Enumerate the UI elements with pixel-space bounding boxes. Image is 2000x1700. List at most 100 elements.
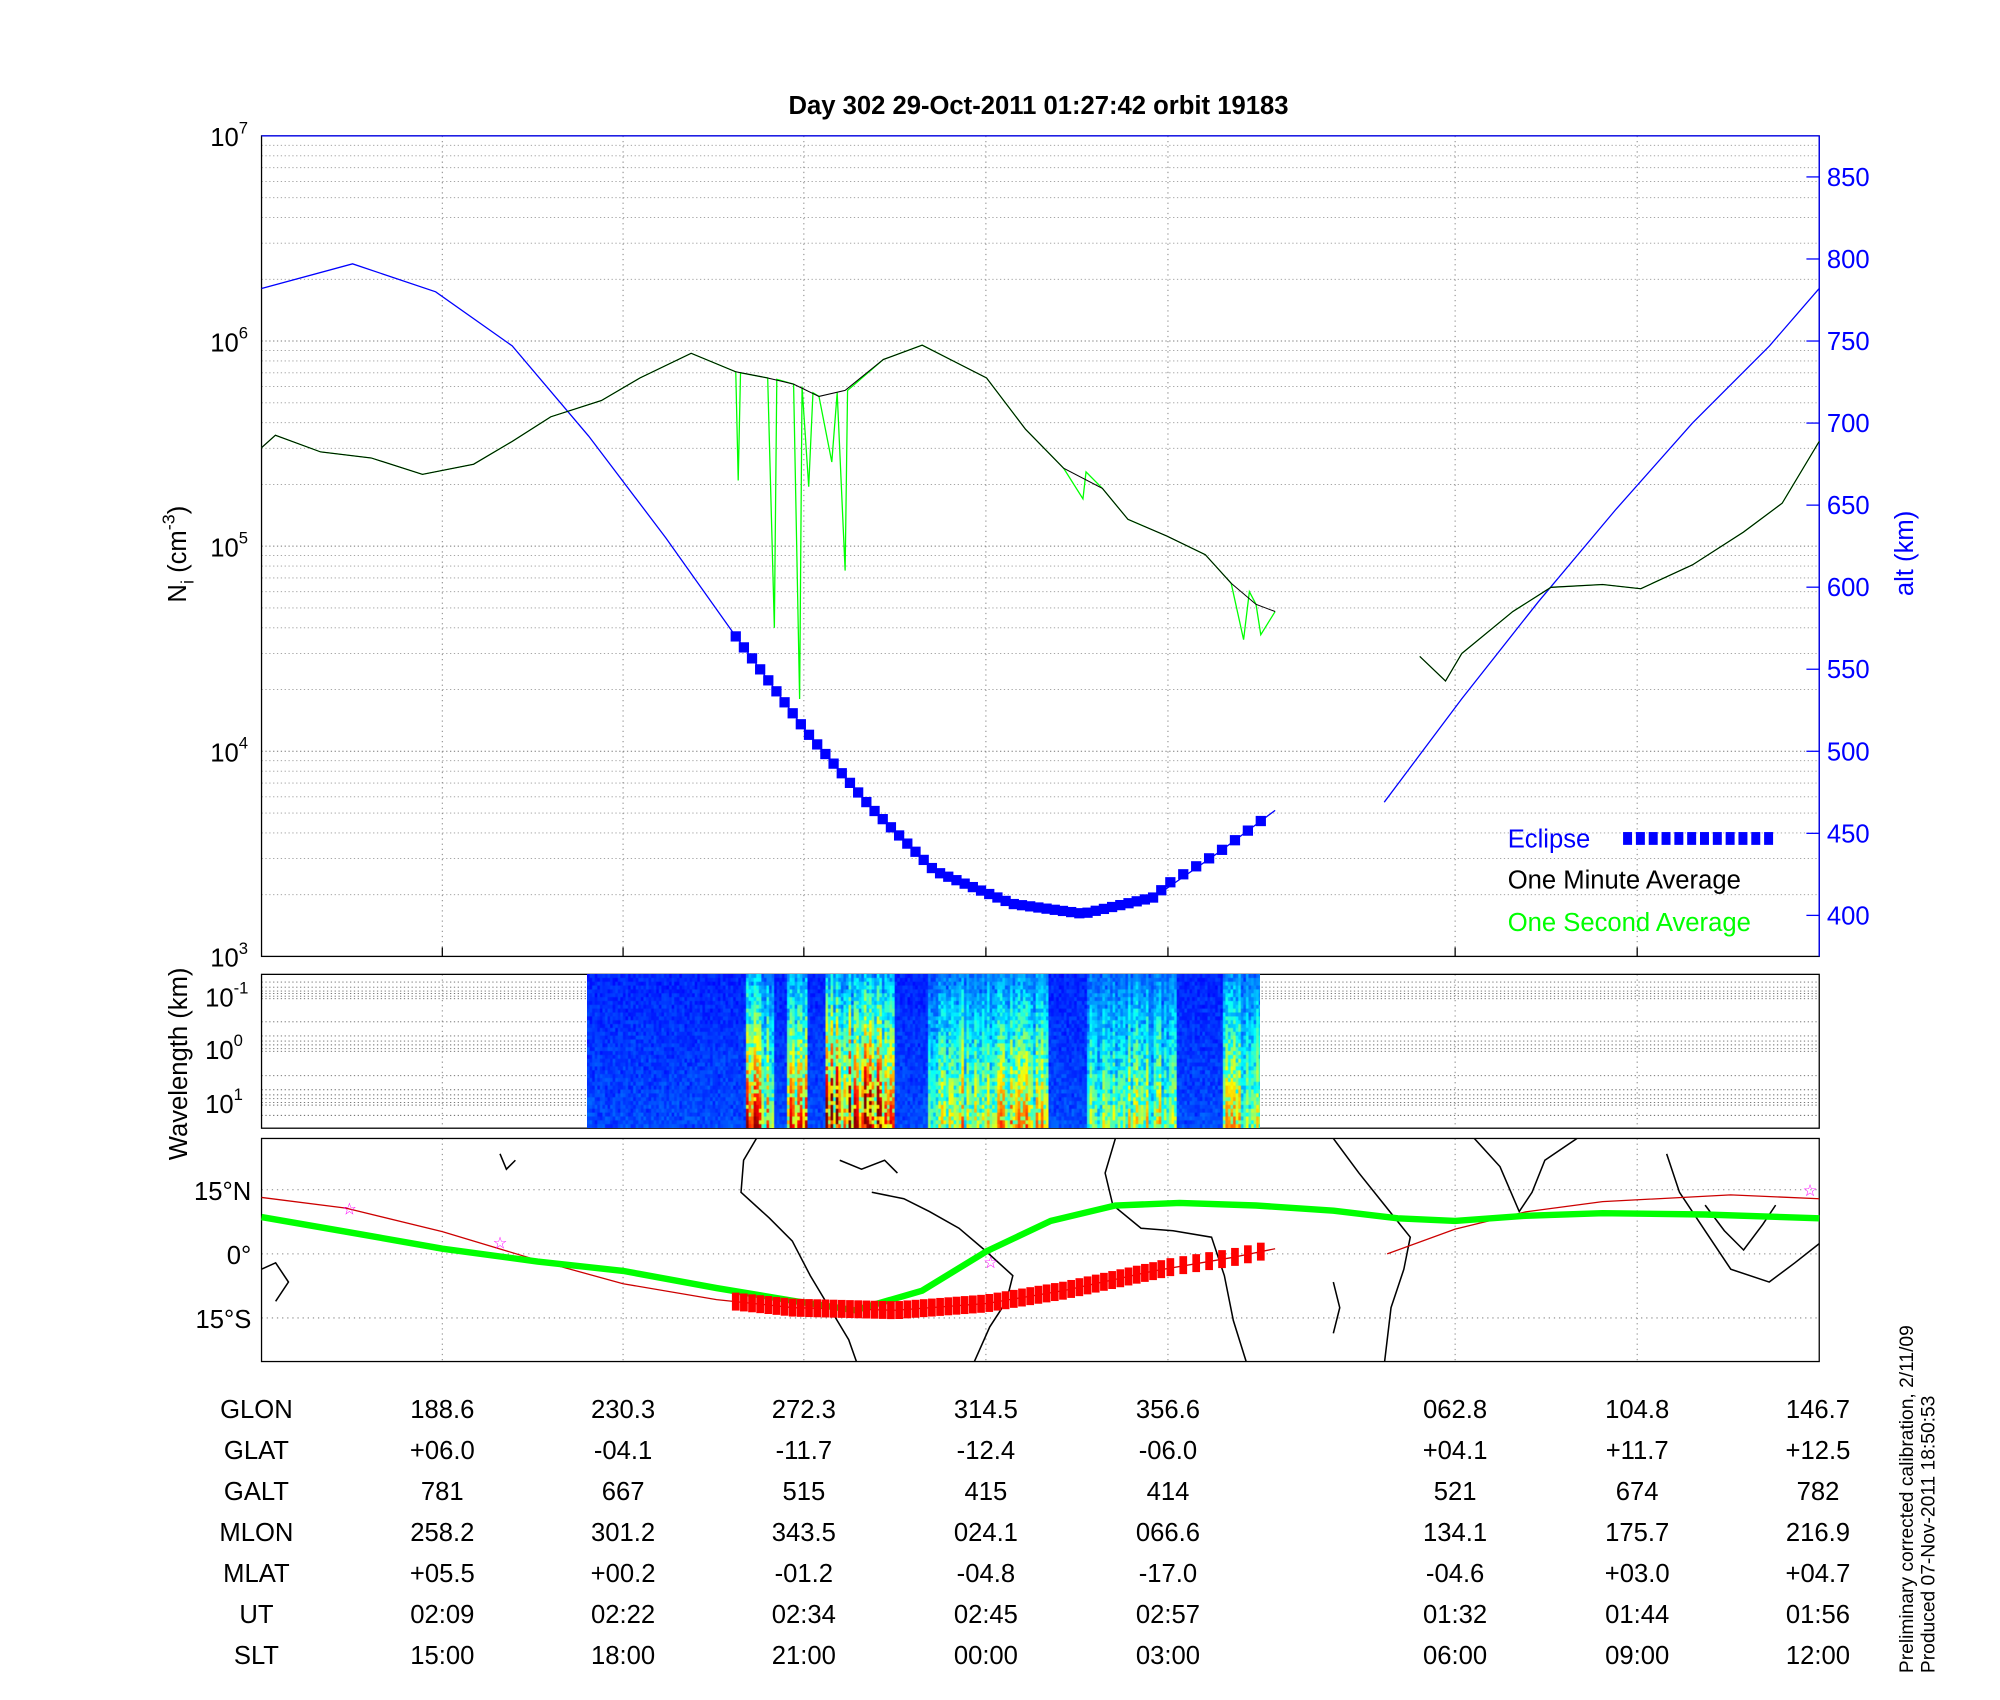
y2-tick-label: 400 <box>1827 902 1870 930</box>
map-eclipse-marker <box>780 1297 789 1316</box>
map-eclipse-marker <box>1050 1283 1059 1302</box>
eclipse-marker <box>1156 885 1167 896</box>
legend-eclipse-marker <box>1700 832 1709 845</box>
table-cell: 515 <box>782 1478 825 1506</box>
table-cell: 01:44 <box>1605 1601 1669 1629</box>
table-cell: +11.7 <box>1606 1437 1669 1465</box>
map-eclipse-marker <box>1218 1250 1226 1269</box>
y-tick-exponent: 4 <box>239 734 248 753</box>
y2-tick-label: 550 <box>1827 656 1870 684</box>
table-cell: -06.0 <box>1139 1437 1197 1465</box>
y-label-unit-exp: -3 <box>158 514 178 530</box>
table-cell: 01:56 <box>1786 1601 1850 1629</box>
one-second-average-line <box>261 344 1276 699</box>
eclipse-marker <box>893 830 905 841</box>
table-row-label: GLON <box>220 1396 293 1424</box>
y-label-sub: i <box>178 580 198 584</box>
table-cell: 12:00 <box>1786 1642 1850 1670</box>
eclipse-marker <box>967 881 978 893</box>
spectrogram-y-label: Wavelength (km) <box>165 968 193 1161</box>
footnote: Preliminary corrected calibration, 2/11/… <box>1897 1325 1940 1673</box>
map-eclipse-marker <box>1026 1287 1035 1306</box>
table-cell: -04.8 <box>957 1560 1015 1588</box>
table-cell: 356.6 <box>1136 1396 1200 1424</box>
map-eclipse-marker <box>887 1301 895 1320</box>
table-cell: -11.7 <box>776 1437 833 1465</box>
table-cell: +12.5 <box>1786 1437 1851 1465</box>
legend-minute-label: One Minute Average <box>1508 866 1741 894</box>
y-label-unit: (cm <box>164 530 192 580</box>
legend-eclipse-marker <box>1751 832 1761 845</box>
eclipse-marker <box>1033 902 1044 913</box>
table-cell: 414 <box>1147 1478 1190 1506</box>
eclipse-marker <box>869 805 880 817</box>
one-minute-average-line <box>1419 441 1820 682</box>
table-cell: 343.5 <box>772 1519 836 1547</box>
footnote-line-1: Preliminary corrected calibration, 2/11/… <box>1897 1325 1918 1673</box>
y-tick-base: 10 <box>210 124 239 152</box>
y-label-unit-close: ) <box>164 506 192 515</box>
eclipse-marker <box>1057 905 1069 917</box>
eclipse-marker <box>975 885 987 896</box>
y2-tick-label: 700 <box>1827 410 1870 438</box>
table-cell: 216.9 <box>1786 1519 1850 1547</box>
table-cell: 314.5 <box>954 1396 1018 1424</box>
map-eclipse-marker <box>1149 1262 1157 1281</box>
map-eclipse-marker <box>740 1293 748 1312</box>
table-cell: 02:34 <box>772 1601 836 1629</box>
legend-eclipse-marker <box>1687 832 1697 845</box>
y-tick-label: 104 <box>210 734 248 768</box>
eclipse-marker <box>1165 877 1176 888</box>
table-cell: 188.6 <box>410 1396 474 1424</box>
coastline <box>1332 1281 1341 1334</box>
eclipse-marker <box>746 653 758 664</box>
y-tick-exponent: 1 <box>234 1085 243 1104</box>
table-cell: 02:22 <box>591 1601 655 1629</box>
legend-eclipse-marker <box>1635 832 1645 845</box>
eclipse-marker <box>820 748 831 760</box>
eclipse-marker <box>902 838 913 849</box>
table-cell: 674 <box>1616 1478 1659 1506</box>
eclipse-marker <box>910 846 921 857</box>
map-lat-label: 15°S <box>195 1306 251 1334</box>
eclipse-marker <box>1203 853 1215 864</box>
map-eclipse-marker <box>928 1298 936 1317</box>
spectrogram-y-tick-label: 10-1 <box>205 979 248 1013</box>
y-tick-base: 10 <box>210 329 239 357</box>
map-eclipse-marker <box>1018 1288 1026 1307</box>
eclipse-marker <box>1041 903 1052 914</box>
table-cell: 272.3 <box>772 1396 836 1424</box>
map-eclipse-marker <box>1009 1289 1018 1308</box>
one-second-average-line <box>1419 441 1820 683</box>
legend-second-label: One Second Average <box>1508 909 1751 937</box>
table-cell: -12.4 <box>957 1437 1015 1465</box>
legend-eclipse-marker <box>1674 832 1684 845</box>
y-tick-exponent: 5 <box>239 529 248 548</box>
spectrogram-y-tick-label: 101 <box>205 1085 243 1119</box>
map-eclipse-marker <box>960 1296 969 1315</box>
table-cell: 02:45 <box>954 1601 1018 1629</box>
map-eclipse-marker <box>1256 1242 1265 1261</box>
eclipse-marker <box>934 868 946 879</box>
map-eclipse-marker <box>1059 1281 1067 1300</box>
coastline <box>1473 1137 1578 1214</box>
table-cell: 175.7 <box>1605 1519 1669 1547</box>
map-eclipse-marker <box>788 1298 797 1317</box>
map-eclipse-marker <box>1042 1284 1051 1303</box>
legend-eclipse-marker <box>1648 832 1658 845</box>
legend-eclipse-label: Eclipse <box>1508 825 1591 853</box>
table-cell: -04.6 <box>1426 1560 1484 1588</box>
table-cell: 667 <box>602 1478 645 1506</box>
table-cell: 258.2 <box>410 1519 474 1547</box>
eclipse-marker <box>1025 901 1036 912</box>
map-eclipse-marker <box>944 1297 953 1316</box>
coastline <box>1104 1138 1247 1362</box>
map-eclipse-marker <box>805 1299 813 1318</box>
table-cell: 06:00 <box>1423 1642 1487 1670</box>
table-cell: -04.1 <box>594 1437 652 1465</box>
spectrogram-y-tick-label: 100 <box>205 1031 243 1065</box>
eclipse-marker <box>787 708 798 719</box>
y-tick-base: 10 <box>205 984 234 1012</box>
eclipse-marker <box>730 631 741 642</box>
